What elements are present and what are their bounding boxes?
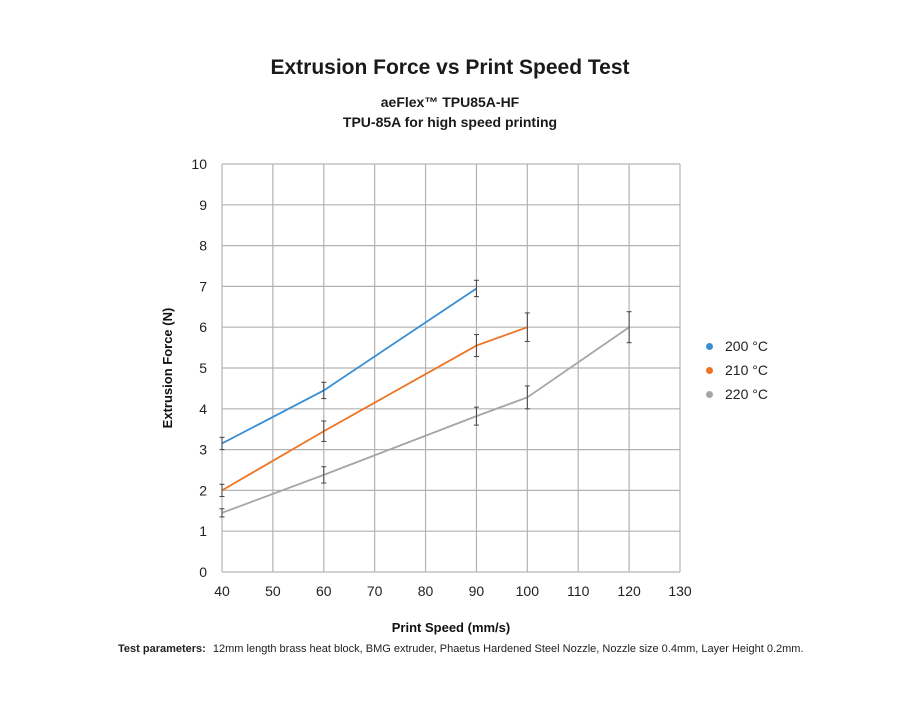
chart-subtitle-description: TPU-85A for high speed printing — [342, 114, 558, 130]
y-tick-label: 0 — [199, 564, 207, 580]
legend-label: 200 °C — [725, 338, 768, 354]
y-tick-label: 3 — [199, 442, 207, 458]
y-tick-label: 10 — [191, 156, 207, 172]
legend-item: 210 °C — [706, 358, 768, 382]
x-tick-label: 80 — [418, 583, 434, 599]
test-parameters-label: Test parameters: — [118, 643, 206, 655]
x-tick-label: 130 — [668, 583, 692, 599]
y-axis-label: Extrusion Force (N) — [160, 308, 175, 429]
legend-label: 220 °C — [725, 386, 768, 402]
chart-legend: 200 °C 210 °C 220 °C — [706, 334, 768, 406]
x-tick-label: 60 — [316, 583, 332, 599]
series-line-1 — [221, 326, 528, 492]
legend-label: 210 °C — [725, 362, 768, 378]
x-tick-label: 40 — [214, 583, 230, 599]
y-tick-label: 2 — [199, 482, 207, 498]
x-axis-label: Print Speed (mm/s) — [392, 620, 510, 635]
x-tick-label: 120 — [617, 583, 641, 599]
x-tick-label: 90 — [469, 583, 485, 599]
legend-item: 200 °C — [706, 334, 768, 358]
legend-item: 220 °C — [706, 382, 768, 406]
y-tick-label: 9 — [199, 197, 207, 213]
y-tick-label: 1 — [199, 523, 207, 539]
y-tick-label: 6 — [199, 319, 207, 335]
y-tick-label: 5 — [199, 360, 207, 376]
x-tick-label: 100 — [516, 583, 540, 599]
y-tick-label: 4 — [199, 401, 207, 417]
x-tick-label: 50 — [265, 583, 281, 599]
test-parameters-text: 12mm length brass heat block, BMG extrud… — [212, 643, 804, 655]
y-tick-label: 8 — [199, 238, 207, 254]
x-tick-label: 70 — [367, 583, 383, 599]
y-tick-label: 7 — [199, 278, 207, 294]
chart-title: Extrusion Force vs Print Speed Test — [270, 56, 630, 79]
legend-marker — [706, 366, 713, 374]
chart-subtitle-product: aeFlex™ TPU85A-HF — [380, 94, 520, 110]
x-tick-label: 110 — [567, 583, 590, 599]
test-parameters-note: Test parameters: 12mm length brass heat … — [118, 643, 804, 655]
legend-marker — [706, 342, 713, 350]
legend-marker — [706, 390, 713, 398]
